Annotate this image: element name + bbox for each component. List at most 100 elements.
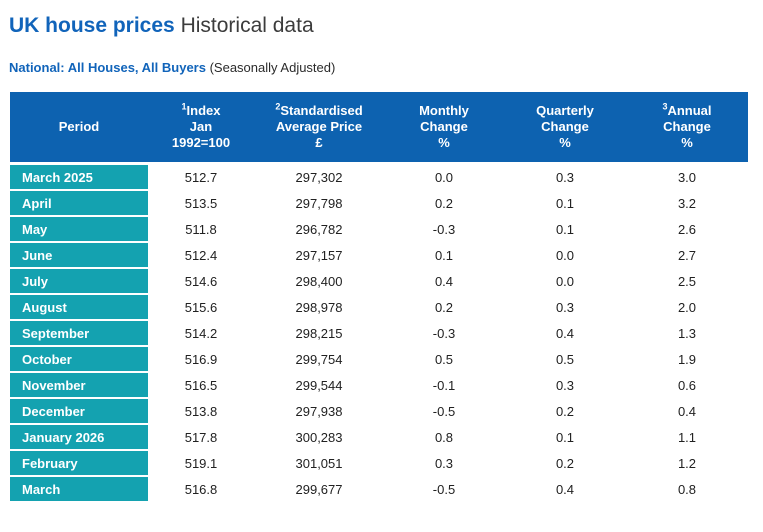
table-row: September 514.2 298,215 -0.3 0.4 1.3 <box>10 320 748 347</box>
annual-cell: 0.8 <box>626 476 748 503</box>
column-header-monthly: Monthly Change% <box>384 92 504 165</box>
table-row: December 513.8 297,938 -0.5 0.2 0.4 <box>10 398 748 425</box>
table-row: June 512.4 297,157 0.1 0.0 2.7 <box>10 242 748 269</box>
quarterly-cell: 0.3 <box>504 163 626 191</box>
table-header-row: Period 1Index Jan 1992=100 2Standardised Aver… <box>10 92 748 165</box>
period-cell: October <box>10 346 148 373</box>
page-title-primary: UK house prices <box>9 14 175 37</box>
column-header-annual: 3Annual Change% <box>626 92 748 165</box>
quarterly-cell: 0.3 <box>504 294 626 321</box>
annual-cell: 2.5 <box>626 268 748 295</box>
quarterly-cell: 0.4 <box>504 320 626 347</box>
price-cell: 297,302 <box>254 163 384 191</box>
period-cell: January 2026 <box>10 424 148 451</box>
index-cell: 513.8 <box>148 398 254 425</box>
annual-cell: 2.7 <box>626 242 748 269</box>
table-row: February 519.1 301,051 0.3 0.2 1.2 <box>10 450 748 477</box>
footnote-marker: 2 <box>275 101 281 112</box>
period-cell: May <box>10 216 148 243</box>
index-cell: 516.8 <box>148 476 254 503</box>
period-cell: March <box>10 476 148 503</box>
period-cell: March 2025 <box>10 163 148 191</box>
index-cell: 511.8 <box>148 216 254 243</box>
quarterly-cell: 0.1 <box>504 424 626 451</box>
quarterly-cell: 0.2 <box>504 398 626 425</box>
table-header: Period 1Index Jan 1992=100 2Standardised Aver… <box>10 92 748 165</box>
index-cell: 514.6 <box>148 268 254 295</box>
index-cell: 512.4 <box>148 242 254 269</box>
price-cell: 299,544 <box>254 372 384 399</box>
index-cell: 515.6 <box>148 294 254 321</box>
footnote-marker: 1 <box>181 101 187 112</box>
period-cell: July <box>10 268 148 295</box>
column-header-quarterly: Quarterly Change% <box>504 92 626 165</box>
annual-cell: 2.6 <box>626 216 748 243</box>
quarterly-cell: 0.5 <box>504 346 626 373</box>
price-cell: 298,400 <box>254 268 384 295</box>
monthly-cell: -0.5 <box>384 476 504 503</box>
annual-cell: 3.2 <box>626 190 748 217</box>
period-cell: April <box>10 190 148 217</box>
footnote-marker: 3 <box>662 101 668 112</box>
table-body: March 2025 512.7 297,302 0.0 0.3 3.0 April 513.… <box>10 163 748 503</box>
monthly-cell: 0.2 <box>384 294 504 321</box>
monthly-cell: 0.2 <box>384 190 504 217</box>
monthly-cell: -0.5 <box>384 398 504 425</box>
price-cell: 298,978 <box>254 294 384 321</box>
column-header-period: Period <box>10 92 148 165</box>
quarterly-cell: 0.1 <box>504 216 626 243</box>
monthly-cell: -0.3 <box>384 320 504 347</box>
monthly-cell: 0.0 <box>384 163 504 191</box>
period-cell: November <box>10 372 148 399</box>
index-cell: 516.5 <box>148 372 254 399</box>
column-header-price: 2Standardised Average Price £ <box>254 92 384 165</box>
period-cell: September <box>10 320 148 347</box>
annual-cell: 2.0 <box>626 294 748 321</box>
quarterly-cell: 0.1 <box>504 190 626 217</box>
monthly-cell: 0.5 <box>384 346 504 373</box>
period-cell: June <box>10 242 148 269</box>
annual-cell: 0.6 <box>626 372 748 399</box>
quarterly-cell: 0.0 <box>504 242 626 269</box>
price-cell: 297,157 <box>254 242 384 269</box>
table-row: January 2026 517.8 300,283 0.8 0.1 1.1 <box>10 424 748 451</box>
annual-cell: 1.1 <box>626 424 748 451</box>
index-cell: 514.2 <box>148 320 254 347</box>
period-cell: August <box>10 294 148 321</box>
quarterly-cell: 0.4 <box>504 476 626 503</box>
quarterly-cell: 0.0 <box>504 268 626 295</box>
table-row: August 515.6 298,978 0.2 0.3 2.0 <box>10 294 748 321</box>
index-cell: 519.1 <box>148 450 254 477</box>
table-row: May 511.8 296,782 -0.3 0.1 2.6 <box>10 216 748 243</box>
table-row: November 516.5 299,544 -0.1 0.3 0.6 <box>10 372 748 399</box>
page-title-secondary: Historical data <box>180 14 314 37</box>
subtitle-series-label: National: All Houses, All Buyers <box>9 60 206 75</box>
monthly-cell: -0.1 <box>384 372 504 399</box>
table-row: March 516.8 299,677 -0.5 0.4 0.8 <box>10 476 748 503</box>
page-subtitle: National: All Houses, All Buyers (Season… <box>0 38 763 75</box>
table-row: July 514.6 298,400 0.4 0.0 2.5 <box>10 268 748 295</box>
price-cell: 301,051 <box>254 450 384 477</box>
table-row: October 516.9 299,754 0.5 0.5 1.9 <box>10 346 748 373</box>
price-cell: 299,677 <box>254 476 384 503</box>
period-cell: February <box>10 450 148 477</box>
index-cell: 512.7 <box>148 163 254 191</box>
table-row: April 513.5 297,798 0.2 0.1 3.2 <box>10 190 748 217</box>
quarterly-cell: 0.3 <box>504 372 626 399</box>
monthly-cell: 0.1 <box>384 242 504 269</box>
price-cell: 300,283 <box>254 424 384 451</box>
index-cell: 516.9 <box>148 346 254 373</box>
monthly-cell: -0.3 <box>384 216 504 243</box>
annual-cell: 0.4 <box>626 398 748 425</box>
index-cell: 517.8 <box>148 424 254 451</box>
annual-cell: 3.0 <box>626 163 748 191</box>
annual-cell: 1.9 <box>626 346 748 373</box>
monthly-cell: 0.3 <box>384 450 504 477</box>
monthly-cell: 0.8 <box>384 424 504 451</box>
column-header-index: 1Index Jan 1992=100 <box>148 92 254 165</box>
annual-cell: 1.2 <box>626 450 748 477</box>
annual-cell: 1.3 <box>626 320 748 347</box>
house-prices-table: Period 1Index Jan 1992=100 2Standardised Aver… <box>10 92 748 503</box>
price-cell: 297,798 <box>254 190 384 217</box>
